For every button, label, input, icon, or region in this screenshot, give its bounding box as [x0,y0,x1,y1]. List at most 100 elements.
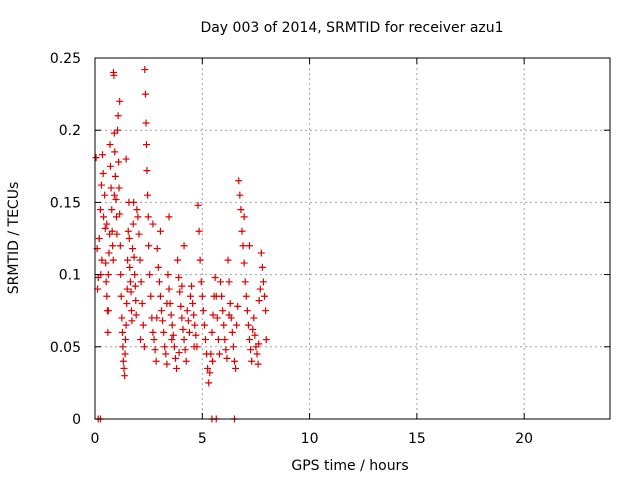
data-point [171,354,179,362]
x-axis-label: GPS time / hours [291,458,408,474]
data-point [184,317,192,325]
data-point [92,154,100,162]
data-point [195,227,203,235]
data-point [180,336,188,344]
data-point [119,357,127,365]
data-point [159,317,167,325]
data-point [248,357,256,365]
data-point [152,357,160,365]
data-point [139,321,147,329]
data-point [143,141,150,149]
data-point [147,292,155,300]
data-point [207,350,215,358]
data-point [197,278,205,286]
data-point [121,350,129,358]
data-point [151,346,159,354]
data-point [103,292,111,300]
data-point [104,307,112,315]
data-point [177,302,185,310]
data-point [155,278,163,286]
data-point [128,317,136,325]
data-point [208,328,216,336]
data-point [174,256,182,264]
data-point [185,328,193,336]
data-point [132,311,140,319]
data-point [105,249,113,257]
data-point [158,307,166,315]
data-point [233,321,241,329]
data-point [154,263,162,271]
data-point [213,314,221,322]
data-point [149,328,157,336]
data-point [142,119,150,127]
data-point [138,299,146,307]
data-point [100,213,108,221]
data-point [211,273,219,281]
plot-frame [94,57,611,420]
data-point [144,191,152,199]
data-point [222,346,230,354]
data-point [168,321,176,329]
data-point [156,292,164,300]
data-point [124,256,132,264]
data-point [102,278,110,286]
data-point [261,292,269,300]
data-point [178,282,186,290]
data-point [131,282,139,290]
data-point [122,321,130,329]
data-point [220,321,228,329]
data-point [135,230,143,238]
data-point [183,307,191,315]
data-point [178,314,186,322]
y-tick-label: 0 [72,412,81,428]
data-point [170,343,178,351]
data-point [108,206,116,214]
data-point [130,198,138,206]
data-point [191,321,199,329]
data-point [145,242,153,250]
data-point [146,271,154,279]
data-point [162,350,170,358]
data-point [143,167,151,175]
data-point [249,325,257,333]
data-point [173,364,181,372]
data-point [134,213,142,221]
x-tick-label: 10 [301,431,319,447]
data-point [246,336,253,344]
data-point [209,311,217,319]
data-point [232,364,240,372]
data-point [217,278,225,286]
data-point [144,213,152,221]
data-point [168,336,176,344]
data-point [104,328,112,336]
data-point [99,151,107,159]
data-point [189,299,197,307]
x-tick-label: 20 [515,431,533,447]
data-point [228,328,236,336]
data-point [218,292,226,300]
data-point [250,314,258,322]
data-point [165,213,173,221]
data-point [101,191,109,199]
data-point [255,340,263,348]
data-point [116,242,124,250]
data-point [111,148,119,156]
data-point [112,196,120,204]
data-point [122,155,130,163]
data-points [92,66,270,423]
data-point [169,331,177,339]
data-point [199,307,207,315]
data-point [109,256,117,264]
data-point [132,297,140,305]
data-point [121,336,129,344]
data-point [255,297,263,305]
y-tick-label: 0.1 [59,268,81,284]
data-point [96,206,104,214]
axis-ticks [94,57,610,420]
data-point [110,71,118,79]
data-point [240,259,248,267]
data-point [111,172,119,180]
x-tick-label: 5 [198,431,207,447]
data-point [129,245,137,253]
